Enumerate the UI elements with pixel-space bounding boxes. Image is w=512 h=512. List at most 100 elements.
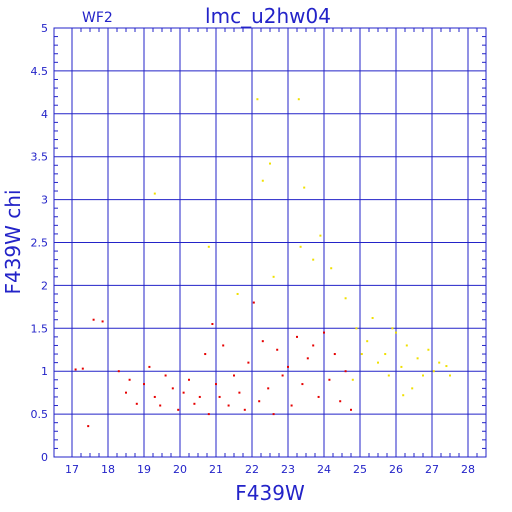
red-data-point — [128, 378, 131, 381]
y-tick-label: 2.5 — [31, 237, 49, 250]
red-data-point — [193, 402, 196, 405]
panel-label: WF2 — [82, 10, 113, 26]
red-data-point — [233, 374, 235, 377]
red-data-point — [117, 370, 120, 373]
yellow-data-point — [427, 348, 430, 351]
yellow-data-point — [422, 374, 424, 377]
x-tick-label: 24 — [317, 463, 331, 476]
yellow-data-point — [438, 361, 441, 364]
red-data-point — [101, 320, 104, 323]
red-data-point — [281, 374, 284, 377]
tick-labels: 17 18 19 20 21 22 23 24 25 26 27 28 0 0.5 1 1.5 2 2.5 3 3.5… — [31, 22, 476, 476]
yellow-data-point — [355, 327, 358, 330]
grid-lines — [54, 27, 486, 458]
yellow-data-point — [371, 317, 374, 320]
x-tick-label: 23 — [281, 463, 295, 476]
x-tick-label: 28 — [461, 463, 475, 476]
red-data-point — [243, 408, 246, 411]
red-data-point — [301, 383, 304, 386]
yellow-data-point — [330, 267, 333, 270]
red-data-point — [74, 368, 77, 371]
red-data-point — [87, 425, 90, 428]
red-data-point — [207, 413, 210, 416]
yellow-data-point — [377, 361, 379, 364]
red-data-point — [171, 387, 174, 390]
red-data-point — [135, 402, 138, 405]
yellow-data-point — [297, 98, 300, 101]
y-tick-label: 2 — [41, 279, 48, 292]
y-tick-label: 1 — [41, 365, 48, 378]
yellow-data-point — [405, 344, 408, 347]
y-tick-label: 4 — [41, 108, 48, 121]
red-data-point — [218, 395, 221, 398]
yellow-data-point — [387, 374, 390, 377]
y-tick-label: 0 — [41, 451, 48, 464]
yellow-data-point — [344, 297, 347, 300]
yellow-data-point — [449, 374, 451, 377]
yellow-data-point — [261, 179, 264, 182]
x-tick-label: 17 — [65, 463, 79, 476]
red-data-point — [339, 400, 342, 403]
yellow-data-point — [351, 378, 354, 381]
yellow-data-point — [416, 357, 419, 360]
red-data-point — [92, 318, 95, 321]
red-data-point — [247, 361, 250, 364]
red-data-point — [188, 378, 190, 381]
red-data-point — [204, 353, 207, 356]
yellow-data-point — [366, 340, 369, 343]
x-tick-label: 19 — [137, 463, 151, 476]
x-tick-label: 21 — [209, 463, 223, 476]
red-data-point — [333, 353, 336, 356]
yellow-data-point — [207, 245, 210, 248]
red-data-point — [272, 413, 275, 416]
yellow-data-point — [400, 365, 403, 368]
red-data-point — [323, 331, 325, 334]
red-data-point — [350, 408, 352, 411]
red-data-point — [222, 344, 225, 347]
red-data-point — [261, 340, 264, 343]
tick-marks — [54, 28, 487, 457]
yellow-data-point — [384, 353, 387, 356]
x-tick-label: 18 — [101, 463, 115, 476]
red-data-point — [276, 348, 279, 351]
red-data-point — [125, 391, 127, 394]
red-data-point — [148, 365, 151, 368]
yellow-data-point — [360, 353, 363, 356]
red-data-point — [312, 344, 315, 347]
y-tick-label: 3.5 — [31, 151, 49, 164]
red-data-point — [143, 383, 145, 386]
red-data-point — [159, 404, 162, 407]
yellow-data-point — [319, 234, 322, 237]
red-data-point — [328, 378, 331, 381]
yellow-data-point — [411, 387, 414, 390]
red-data-point — [344, 370, 347, 373]
yellow-data-point — [312, 258, 315, 261]
red-data-point — [215, 383, 217, 386]
red-data-point — [252, 301, 255, 304]
yellow-data-point — [391, 327, 394, 330]
red-data-point — [227, 404, 230, 407]
red-data-point — [198, 395, 201, 398]
data-points — [74, 98, 451, 428]
y-tick-label: 4.5 — [31, 65, 49, 78]
red-data-point — [81, 367, 84, 370]
yellow-data-point — [256, 98, 259, 101]
red-data-point — [164, 374, 167, 377]
red-data-point — [287, 365, 289, 368]
red-data-point — [238, 391, 241, 394]
red-data-point — [306, 357, 309, 360]
x-tick-label: 22 — [245, 463, 259, 476]
red-data-point — [182, 391, 185, 394]
y-tick-label: 3 — [41, 194, 48, 207]
chart-title: lmc_u2hw04 — [205, 4, 331, 28]
red-data-point — [153, 395, 156, 398]
yellow-data-point — [395, 331, 397, 334]
x-tick-label: 26 — [389, 463, 403, 476]
red-data-point — [177, 408, 180, 411]
yellow-data-point — [269, 162, 271, 165]
yellow-data-point — [272, 275, 275, 278]
yellow-data-point — [303, 186, 306, 189]
x-tick-label: 25 — [353, 463, 367, 476]
yellow-data-point — [445, 365, 448, 368]
